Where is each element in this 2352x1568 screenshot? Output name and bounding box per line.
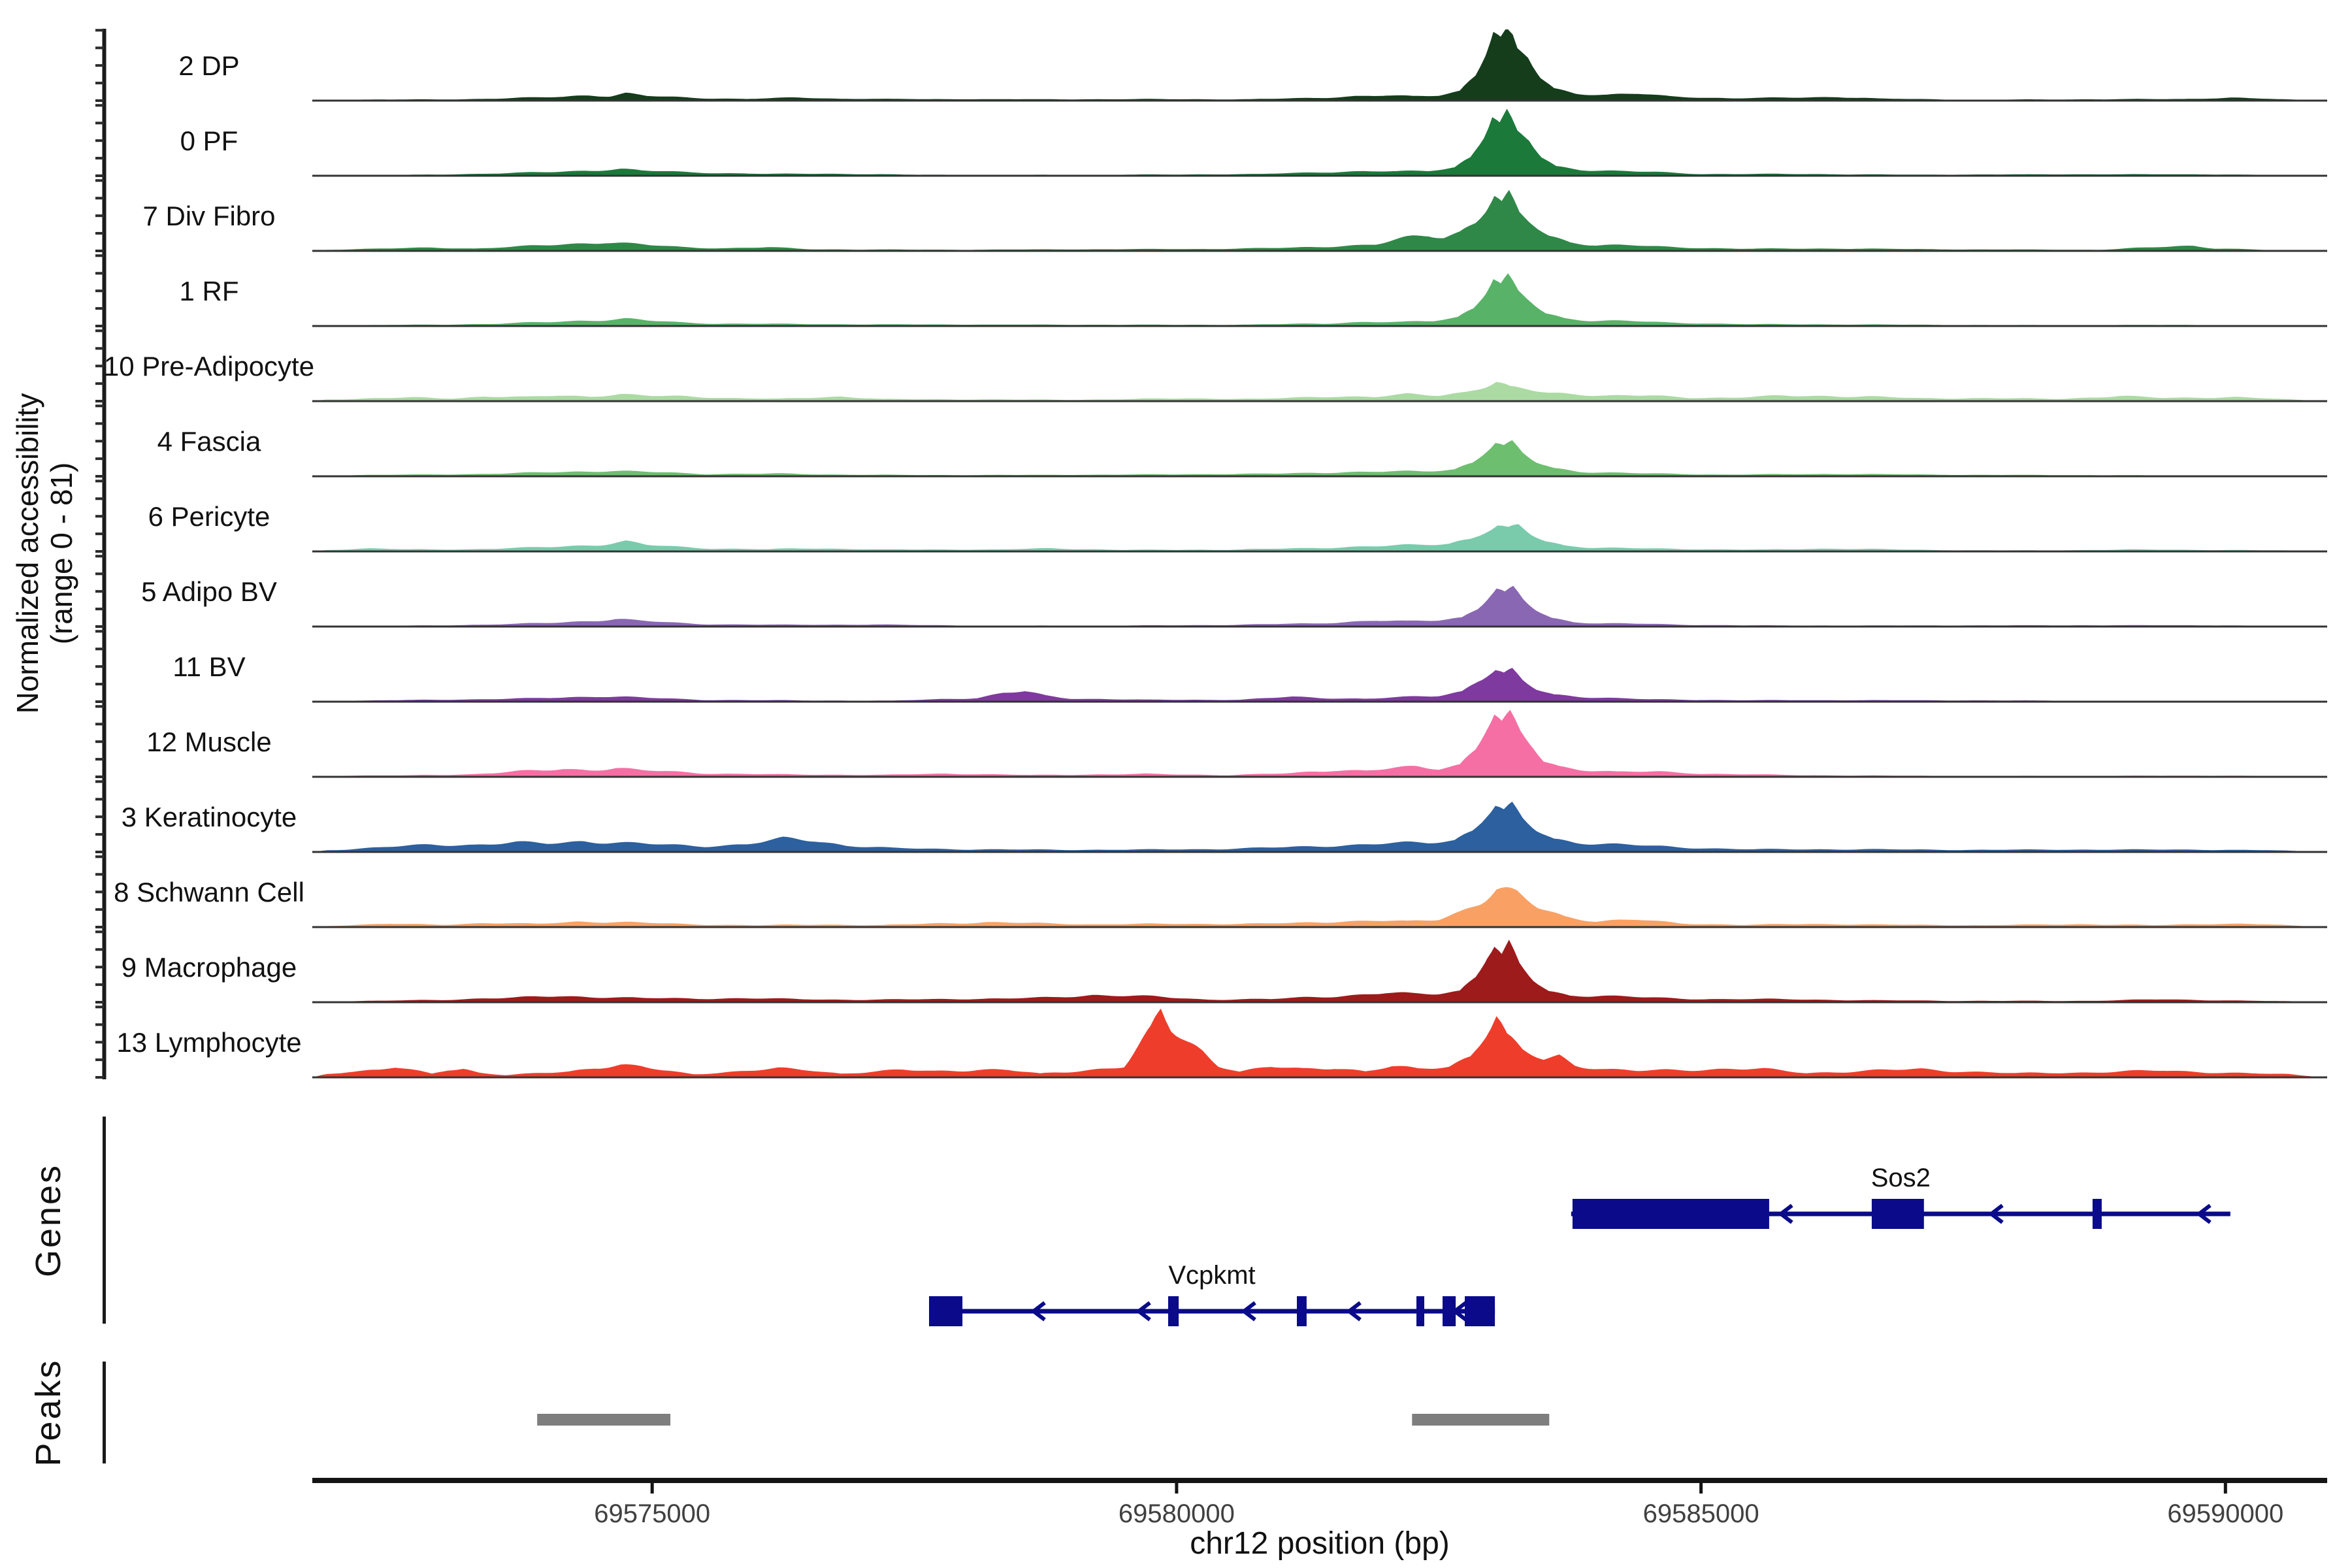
track-row-12-muscle: 12 Muscle bbox=[146, 710, 2327, 778]
track-label-12-muscle: 12 Muscle bbox=[146, 727, 271, 757]
track-signal-6-pericyte bbox=[312, 524, 2327, 551]
track-label-8-schwann-cell: 8 Schwann Cell bbox=[114, 877, 304, 907]
gene-strand-arrow bbox=[1135, 1301, 1151, 1322]
track-label-9-macrophage: 9 Macrophage bbox=[122, 952, 297, 983]
x-axis-title: chr12 position (bp) bbox=[1190, 1526, 1450, 1561]
peaks-layer bbox=[537, 1414, 1550, 1426]
peak-bar bbox=[1412, 1414, 1550, 1426]
genes-layer: Sos2 Vcpkmt bbox=[929, 1164, 2230, 1326]
gene-exon bbox=[2092, 1199, 2102, 1229]
gene-strand-arrow bbox=[1451, 1301, 1467, 1322]
track-signal-3-keratinocyte bbox=[312, 802, 2327, 852]
gene-strand-arrow bbox=[1346, 1301, 1362, 1322]
track-signal-4-fascia bbox=[312, 440, 2327, 476]
track-label-10-pre-adipocyte: 10 Pre-Adipocyte bbox=[104, 351, 314, 382]
gene-strand-arrow bbox=[1030, 1301, 1046, 1322]
y-axis: Normalized accessibility (range 0 - 81) bbox=[10, 29, 106, 1079]
x-axis-tick-label: 69590000 bbox=[2167, 1499, 2283, 1528]
peaks-section-label: Peaks bbox=[29, 1358, 68, 1466]
track-label-6-pericyte: 6 Pericyte bbox=[148, 501, 270, 532]
genes-section: Genes Sos2 Vcpkmt bbox=[29, 1117, 2230, 1326]
track-signal-0-pf bbox=[312, 108, 2327, 176]
track-row-13-lymphocyte: 13 Lymphocyte bbox=[116, 1008, 2327, 1079]
track-label-7-div-fibro: 7 Div Fibro bbox=[142, 201, 275, 231]
track-label-5-adipo-bv: 5 Adipo BV bbox=[141, 576, 277, 607]
gene-strand-arrow bbox=[2195, 1203, 2212, 1224]
track-row-0-pf: 0 PF bbox=[180, 108, 2327, 177]
track-label-2-dp: 2 DP bbox=[178, 50, 239, 81]
track-signal-12-muscle bbox=[312, 710, 2327, 777]
track-label-0-pf: 0 PF bbox=[180, 125, 238, 156]
track-signal-8-schwann-cell bbox=[312, 887, 2327, 927]
peak-bar bbox=[537, 1414, 671, 1426]
x-axis-ticks: 69575000 69580000 69585000 69590000 bbox=[594, 1480, 2283, 1528]
track-row-7-div-fibro: 7 Div Fibro bbox=[142, 189, 2327, 252]
track-row-6-pericyte: 6 Pericyte bbox=[148, 501, 2327, 553]
track-signal-13-lymphocyte bbox=[312, 1008, 2327, 1077]
track-row-8-schwann-cell: 8 Schwann Cell bbox=[114, 877, 2327, 928]
track-label-1-rf: 1 RF bbox=[179, 276, 238, 306]
gene-exon bbox=[1416, 1296, 1424, 1326]
track-signal-9-macrophage bbox=[312, 939, 2327, 1002]
x-axis: 69575000 69580000 69585000 69590000 chr12 p… bbox=[312, 1478, 2327, 1561]
gene-model-vcpkmt: Vcpkmt bbox=[929, 1261, 1495, 1326]
y-axis-title-line1: Normalized accessibility bbox=[10, 393, 44, 714]
x-axis-tick-label: 69580000 bbox=[1119, 1499, 1235, 1528]
gene-exon bbox=[1297, 1296, 1307, 1326]
gene-strand-arrow bbox=[1987, 1203, 2004, 1224]
tracks-layer: 2 DP 0 PF 7 Div Fibro 1 RF 10 Pre-Adipocyte 4… bbox=[104, 29, 2327, 1079]
y-axis-title-line2: (range 0 - 81) bbox=[44, 463, 78, 645]
track-label-11-bv: 11 BV bbox=[172, 651, 245, 682]
gene-model-sos2: Sos2 bbox=[1571, 1164, 2230, 1229]
gene-label-sos2: Sos2 bbox=[1871, 1164, 1931, 1192]
track-signal-1-rf bbox=[312, 273, 2327, 326]
track-row-9-macrophage: 9 Macrophage bbox=[122, 939, 2327, 1004]
gene-exon bbox=[1443, 1296, 1456, 1326]
track-signal-7-div-fibro bbox=[312, 189, 2327, 251]
gene-exon bbox=[1572, 1199, 1769, 1229]
track-signal-10-pre-adipocyte bbox=[312, 382, 2327, 401]
track-signal-2-dp bbox=[312, 29, 2327, 101]
y-axis-ticks bbox=[95, 29, 104, 1079]
gene-exon bbox=[1168, 1296, 1179, 1326]
x-axis-tick-label: 69575000 bbox=[594, 1499, 710, 1528]
gene-strand-arrow bbox=[1241, 1301, 1256, 1322]
track-row-1-rf: 1 RF bbox=[179, 273, 2327, 327]
x-axis-tick-label: 69585000 bbox=[1643, 1499, 1759, 1528]
gene-strand-arrow bbox=[1777, 1203, 1793, 1224]
gene-exon bbox=[1465, 1296, 1495, 1326]
track-signal-5-adipo-bv bbox=[312, 585, 2327, 627]
track-label-13-lymphocyte: 13 Lymphocyte bbox=[116, 1027, 301, 1058]
track-row-2-dp: 2 DP bbox=[178, 29, 2327, 102]
track-row-5-adipo-bv: 5 Adipo BV bbox=[141, 576, 2327, 628]
track-row-10-pre-adipocyte: 10 Pre-Adipocyte bbox=[104, 351, 2327, 402]
track-label-3-keratinocyte: 3 Keratinocyte bbox=[122, 802, 297, 832]
peaks-section: Peaks bbox=[29, 1358, 1550, 1467]
track-signal-11-bv bbox=[312, 668, 2327, 702]
gene-exon bbox=[1871, 1199, 1924, 1229]
track-row-11-bv: 11 BV bbox=[172, 651, 2327, 703]
genes-section-label: Genes bbox=[29, 1164, 68, 1277]
track-row-4-fascia: 4 Fascia bbox=[157, 426, 2327, 478]
track-label-4-fascia: 4 Fascia bbox=[157, 426, 261, 457]
track-row-3-keratinocyte: 3 Keratinocyte bbox=[122, 802, 2327, 853]
gene-label-vcpkmt: Vcpkmt bbox=[1168, 1261, 1255, 1290]
gene-exon bbox=[929, 1296, 963, 1326]
